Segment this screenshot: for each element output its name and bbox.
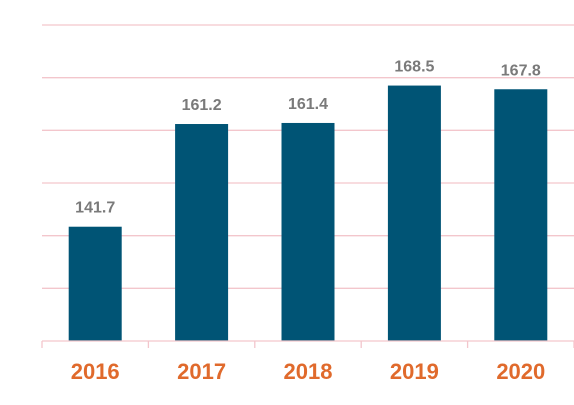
bar-2016 xyxy=(68,226,122,341)
value-label-2019: 168.5 xyxy=(394,59,434,76)
bar-2017 xyxy=(175,124,229,341)
bar-2020 xyxy=(494,89,548,342)
value-label-2018: 161.4 xyxy=(288,96,328,113)
x-axis-ticks xyxy=(41,341,574,348)
category-label-2018: 2018 xyxy=(284,359,333,384)
value-label-2017: 161.2 xyxy=(182,97,222,114)
category-labels-group: 2016 2017 2018 2019 2020 xyxy=(71,359,546,384)
category-label-2017: 2017 xyxy=(177,359,226,384)
value-labels-group: 141.7 161.2 161.4 168.5 167.8 xyxy=(75,59,541,217)
category-label-2019: 2019 xyxy=(390,359,439,384)
bars-group xyxy=(68,85,548,342)
category-label-2020: 2020 xyxy=(496,359,545,384)
category-label-2016: 2016 xyxy=(71,359,120,384)
bar-2018 xyxy=(281,122,335,342)
value-label-2016: 141.7 xyxy=(75,200,115,217)
value-label-2020: 167.8 xyxy=(501,62,541,79)
bar-2019 xyxy=(387,85,441,341)
